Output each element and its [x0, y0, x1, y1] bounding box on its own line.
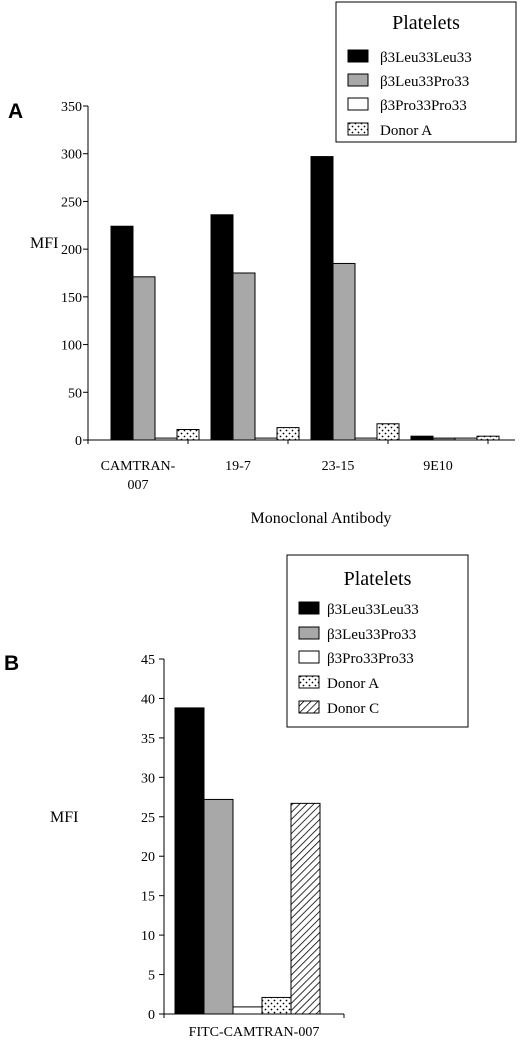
- panel-a-legend-swatch-donor-a: [347, 122, 369, 136]
- panel-a-letter: A: [8, 100, 23, 123]
- panel-b-legend-swatch-3leu33pro33: [298, 626, 320, 640]
- panel-a-legend-label-3pro33pro33: β3Pro33Pro33: [380, 98, 467, 114]
- panel-b-x-tick-label: FITC-CAMTRAN-007: [189, 1025, 320, 1040]
- panel-b-y-axis-label: MFI: [50, 809, 78, 826]
- panel-a-bar-donor-a: [276, 427, 300, 441]
- panel-b-bar-donor-c: [290, 802, 321, 1015]
- panel-a-x-tick-label: 9E10: [423, 459, 453, 474]
- panel-a-legend-swatch-3leu33pro33: [347, 73, 369, 87]
- panel-a-bar-3leu33pro33: [232, 272, 256, 441]
- panel-a-bar-3pro33pro33: [254, 437, 278, 441]
- panel-b-letter: B: [4, 652, 19, 675]
- panel-a-x-axis-label: Monoclonal Antibody: [251, 510, 392, 527]
- panel-a-bar-3leu33pro33: [332, 262, 356, 441]
- panel-b-y-tick-label: 20: [141, 850, 155, 865]
- panel-b-legend-swatch-donor-a: [298, 675, 320, 689]
- panel-a-y-tick-label: 150: [61, 291, 82, 306]
- panel-b-bar-donor-a: [261, 996, 292, 1015]
- panel-b-legend-box: [286, 554, 469, 728]
- panel-a-y-tick-label: 250: [61, 195, 82, 210]
- panel-a-legend-label-3leu33leu33: β3Leu33Leu33: [380, 50, 472, 66]
- panel-a-y-tick-label: 100: [61, 339, 82, 354]
- panel-a-y-tick-label: 200: [61, 243, 82, 258]
- panel-a-legend-swatch-3leu33leu33: [347, 49, 369, 63]
- panel-b-legend-swatch-donor-c: [298, 700, 320, 714]
- panel-a-legend: Platelets β3Leu33Leu33 β3Leu33Pro33 β3Pro33…: [335, 1, 517, 143]
- panel-a-x-tick-label: 19-7: [225, 459, 251, 474]
- panel-b-y-tick-label: 15: [141, 890, 155, 905]
- panel-a-bar-3pro33pro33: [354, 437, 378, 441]
- panel-b-legend-title: Platelets: [344, 568, 412, 590]
- panel-b-y-tick-label: 5: [148, 969, 155, 984]
- panel-b-legend-label-donor-a: Donor A: [327, 676, 379, 692]
- panel-b-y-tick-label: 30: [141, 771, 155, 786]
- panel-a-legend-label-3leu33pro33: β3Leu33Pro33: [380, 74, 469, 90]
- panel-a-y-tick-label: 0: [75, 434, 82, 449]
- panel-b-legend-label-donor-c: Donor C: [327, 701, 379, 717]
- panel-a-x-tick-label: CAMTRAN-: [101, 459, 176, 474]
- panel-b-y-tick-label: 45: [141, 653, 155, 668]
- panel-b-y-tick-label: 10: [141, 929, 155, 944]
- panel-b-legend-label-3pro33pro33: β3Pro33Pro33: [327, 651, 414, 667]
- panel-a-x-tick-label: 007: [128, 478, 149, 493]
- panel-a-bar-3leu33leu33: [310, 156, 334, 441]
- panel-a-bar-donor-a: [476, 435, 500, 441]
- panel-a-legend-label-donor-a: Donor A: [380, 123, 432, 139]
- panel-b-y-tick-label: 35: [141, 732, 155, 747]
- panel-a-y-tick-label: 350: [61, 100, 82, 115]
- panel-a-bar-3leu33leu33: [410, 435, 434, 441]
- panel-b-y-tick-label: 0: [148, 1008, 155, 1023]
- panel-a-chart: A MFI Monoclonal Antibody 0 50 100 150 200 25…: [8, 1, 517, 527]
- panel-b-legend: Platelets β3Leu33Leu33 β3Leu33Pro33 β3Pro33…: [286, 554, 469, 728]
- panel-a-x-tick-label: 23-15: [322, 459, 355, 474]
- panel-b-legend-label-3leu33pro33: β3Leu33Pro33: [327, 627, 416, 643]
- panel-b-bar-3pro33pro33: [232, 1006, 263, 1015]
- panel-a-bar-donor-a: [176, 429, 200, 441]
- panel-a-y-tick-label: 300: [61, 148, 82, 163]
- panel-a-y-tick-label: 50: [68, 386, 82, 401]
- panel-a-bar-donor-a: [376, 423, 400, 441]
- panel-a-legend-swatch-3pro33pro33: [347, 97, 369, 111]
- panel-b-chart: B MFI 0 5 10 15 20 25 30 35 40 45 FITC-CAMTRAN-007…: [4, 554, 469, 1040]
- panel-a-legend-title: Platelets: [392, 12, 460, 34]
- panel-b-legend-swatch-3leu33leu33: [298, 601, 320, 615]
- panel-b-legend-swatch-3pro33pro33: [298, 650, 320, 664]
- panel-b-y-tick-label: 40: [141, 692, 155, 707]
- panel-b-y-tick-label: 25: [141, 811, 155, 826]
- panel-b-bar-3leu33pro33: [203, 798, 234, 1015]
- panel-a-bar-3leu33pro33: [432, 437, 456, 441]
- panel-a-legend-box: [335, 1, 517, 143]
- panel-a-bar-3leu33leu33: [110, 225, 134, 441]
- panel-a-y-axis-label: MFI: [30, 235, 58, 252]
- panel-a-bar-3leu33pro33: [132, 276, 156, 441]
- panel-a-bar-3pro33pro33: [454, 437, 478, 441]
- panel-b-legend-label-3leu33leu33: β3Leu33Leu33: [327, 602, 419, 618]
- panel-b-bar-3leu33leu33: [174, 707, 205, 1015]
- panel-a-bar-3leu33leu33: [210, 214, 234, 441]
- panel-a-bar-3pro33pro33: [154, 437, 178, 441]
